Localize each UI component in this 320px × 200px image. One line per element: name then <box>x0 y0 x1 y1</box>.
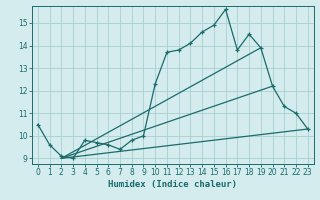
X-axis label: Humidex (Indice chaleur): Humidex (Indice chaleur) <box>108 180 237 189</box>
